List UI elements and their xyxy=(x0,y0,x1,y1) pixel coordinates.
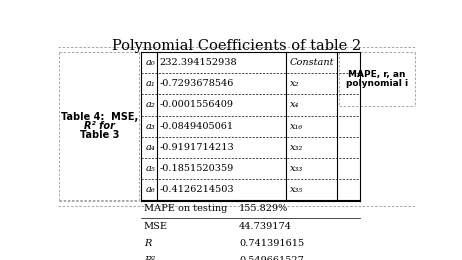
Text: MAPE, r, an: MAPE, r, an xyxy=(348,70,406,79)
Text: -0.0001556409: -0.0001556409 xyxy=(159,100,233,109)
Text: 44.739174: 44.739174 xyxy=(239,222,292,231)
Text: 155.829%: 155.829% xyxy=(239,204,288,213)
Text: R: R xyxy=(144,239,151,248)
Text: Polynomial Coefficients of table 2: Polynomial Coefficients of table 2 xyxy=(112,39,361,53)
Text: x₁₆: x₁₆ xyxy=(290,122,303,131)
Text: 0.549661527: 0.549661527 xyxy=(239,256,304,260)
Text: R² for: R² for xyxy=(84,121,115,131)
Text: a₆: a₆ xyxy=(146,185,155,194)
Text: Table 4:  MSE,: Table 4: MSE, xyxy=(61,112,138,122)
Text: -0.0849405061: -0.0849405061 xyxy=(159,122,233,131)
Text: a₂: a₂ xyxy=(146,100,155,109)
Text: a₄: a₄ xyxy=(146,143,155,152)
Text: x₄: x₄ xyxy=(290,100,299,109)
Text: x₃₃: x₃₃ xyxy=(290,164,303,173)
Text: a₃: a₃ xyxy=(146,122,155,131)
Text: 232.394152938: 232.394152938 xyxy=(159,58,237,67)
Text: Table 3: Table 3 xyxy=(79,130,119,140)
Text: -0.1851520359: -0.1851520359 xyxy=(159,164,233,173)
Text: -0.7293678546: -0.7293678546 xyxy=(159,79,234,88)
Text: polynomial i: polynomial i xyxy=(346,79,408,88)
Text: x₃₂: x₃₂ xyxy=(290,143,303,152)
Text: x₃₅: x₃₅ xyxy=(290,185,303,194)
Text: a₅: a₅ xyxy=(146,164,155,173)
Text: -0.4126214503: -0.4126214503 xyxy=(159,185,234,194)
Text: a₁: a₁ xyxy=(146,79,155,88)
Text: MSE: MSE xyxy=(144,222,168,231)
Text: R²: R² xyxy=(144,256,155,260)
Text: 0.741391615: 0.741391615 xyxy=(239,239,304,248)
Text: x₂: x₂ xyxy=(290,79,299,88)
Text: -0.9191714213: -0.9191714213 xyxy=(159,143,234,152)
Text: Constant: Constant xyxy=(290,58,334,67)
Text: MAPE on testing: MAPE on testing xyxy=(144,204,227,213)
Text: a₀: a₀ xyxy=(146,58,155,67)
